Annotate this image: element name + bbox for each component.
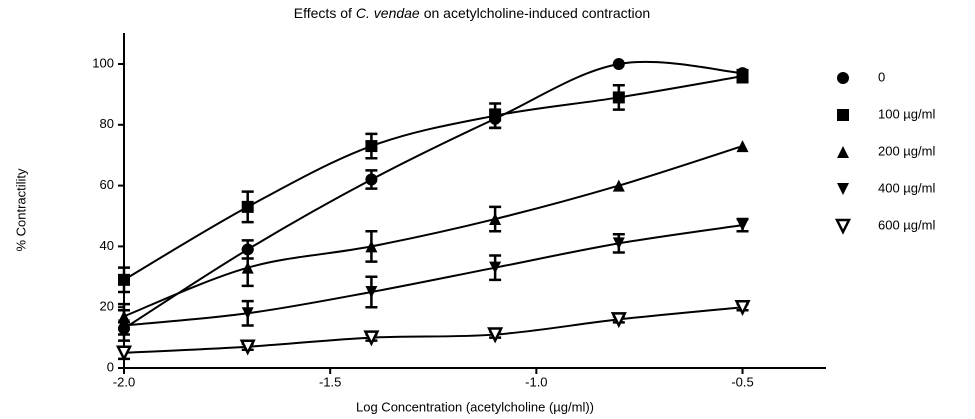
x-tick-label: -1.0 [525, 374, 547, 389]
fit-curve [123, 224, 743, 327]
marker [612, 237, 625, 250]
legend-marker [837, 183, 849, 195]
chart-title: Effects of C. vendae on acetylcholine-indu… [294, 5, 650, 21]
fit-curve [123, 306, 743, 354]
marker [118, 273, 130, 286]
legend-label: 200 µg/ml [878, 143, 935, 158]
y-tick-label: 60 [100, 177, 114, 192]
marker [610, 312, 627, 329]
marker [734, 299, 751, 316]
marker [363, 330, 380, 347]
y-tick-label: 100 [92, 55, 114, 70]
y-tick-label: 40 [100, 238, 114, 253]
marker [241, 307, 254, 320]
x-tick-label: -1.5 [319, 374, 341, 389]
x-tick-label: -0.5 [731, 374, 753, 389]
y-axis-label: % Contractility [13, 168, 28, 252]
title-part: C. vendae [356, 5, 420, 21]
marker [365, 286, 378, 298]
marker [489, 109, 502, 122]
title-part: on acetylcholine-induced contraction [424, 5, 650, 21]
marker [487, 327, 504, 344]
marker [365, 240, 378, 253]
x-tick-label: -2.0 [113, 374, 135, 389]
y-tick-label: 0 [107, 359, 114, 374]
legend-label: 400 µg/ml [878, 180, 935, 195]
marker [612, 58, 625, 70]
marker [115, 345, 133, 362]
marker [241, 261, 254, 274]
legend-label: 600 µg/ml [878, 217, 935, 232]
fit-curve [123, 75, 743, 281]
legend-marker [837, 109, 849, 121]
title-part: Effects of [294, 5, 352, 21]
marker [241, 200, 254, 213]
x-axis-label: Log Concentration (acetylcholine (µg/ml)… [356, 399, 594, 414]
marker [118, 319, 130, 332]
y-tick-label: 80 [100, 116, 114, 131]
marker [736, 140, 749, 153]
marker [736, 219, 749, 232]
marker [365, 140, 378, 153]
marker [736, 70, 749, 83]
marker [489, 213, 502, 226]
legend-label: 0 [878, 69, 885, 84]
marker [239, 339, 256, 356]
legend-marker [837, 146, 849, 158]
marker [489, 261, 502, 274]
legend-marker [834, 218, 852, 235]
legend-marker [837, 72, 849, 84]
marker [612, 91, 625, 104]
legend-label: 100 µg/ml [878, 106, 935, 121]
marker [365, 173, 378, 186]
y-tick-label: 20 [100, 299, 114, 314]
fit-curve [123, 145, 743, 318]
fit-curve [123, 60, 743, 330]
marker [612, 179, 625, 192]
